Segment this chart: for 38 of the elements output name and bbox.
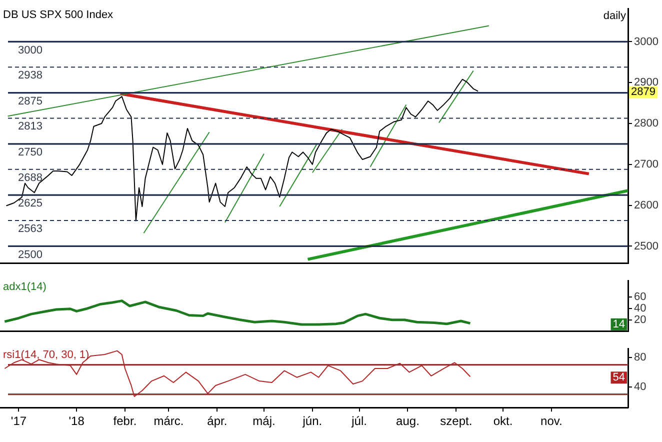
y-tick-label: 80	[634, 351, 646, 364]
x-tick-label: okt.	[493, 414, 513, 428]
ref-line-label: 2813	[18, 120, 42, 133]
annotation: 14	[612, 318, 626, 330]
ref-line-label: 2563	[18, 222, 42, 235]
chart-title: rsi1(14, 70, 30, 1)	[3, 349, 90, 362]
ref-line-label: 2688	[18, 172, 42, 184]
x-tick-label: '18	[68, 414, 85, 428]
text: 2879	[631, 86, 656, 98]
annotation: daily	[603, 10, 626, 22]
y-tick-label: 3000	[634, 36, 658, 48]
x-tick-label: jún.	[302, 414, 322, 428]
chart-title: DB US SPX 500 Index	[3, 9, 114, 22]
ref-line-label: 2875	[18, 95, 42, 108]
ref-line-label: 2625	[18, 198, 42, 210]
x-tick-label: szept.	[440, 414, 472, 428]
x-tick-label: júl.	[350, 414, 367, 428]
chart-title: adx1(14)	[3, 281, 46, 294]
x-tick-label: máj.	[252, 414, 276, 428]
y-tick-label: 2500	[634, 240, 658, 252]
x-tick-label: ápr.	[207, 414, 228, 428]
annotation: 54	[612, 372, 626, 384]
ref-line-label: 3000	[18, 44, 42, 56]
x-tick-label: nov.	[540, 414, 562, 428]
y-tick-label: 2600	[634, 199, 658, 212]
x-tick-label: aug.	[396, 414, 420, 428]
x-tick-label: '17	[10, 414, 27, 428]
y-tick-label: 40	[634, 302, 646, 314]
ref-line-label: 2938	[18, 70, 42, 82]
x-tick-label: febr.	[113, 414, 137, 428]
ref-line-label: 2750	[18, 146, 42, 159]
ref-line-label: 2500	[18, 248, 42, 261]
y-tick-label: 20	[634, 314, 646, 326]
y-tick-label: 40	[634, 380, 646, 393]
y-tick-label: 60	[634, 290, 646, 303]
x-tick-label: márc.	[154, 414, 184, 428]
y-tick-label: 2700	[634, 158, 658, 170]
y-tick-label: 2800	[634, 118, 658, 130]
